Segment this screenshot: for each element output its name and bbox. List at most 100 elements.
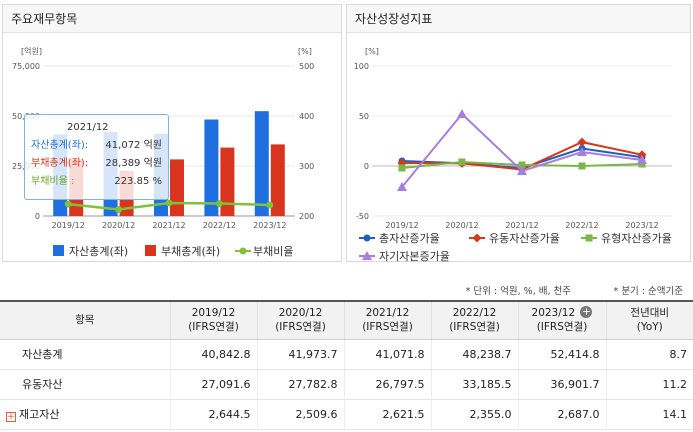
expand-columns-icon[interactable]: + xyxy=(580,305,593,319)
financial-items-title: 주요재무항목 xyxy=(3,5,341,33)
table-cell: 2,509.6 xyxy=(256,399,344,430)
legend-label: 총자산증가율 xyxy=(379,232,440,245)
x-tick-label: 2020/12 xyxy=(102,221,135,230)
series-point-2 xyxy=(578,162,586,170)
legend-item: 부채총계(좌) xyxy=(145,245,220,258)
header-item: 항목 xyxy=(0,301,170,340)
legend-item: 유동자산증가율 xyxy=(469,232,560,245)
row-label-expandable[interactable]: + 재고자산 xyxy=(0,399,170,430)
legend-label: 유동자산증가율 xyxy=(489,232,560,245)
table-cell: 14.1 xyxy=(605,399,693,430)
tooltip-row-assets: 자산총계(좌): 41,072 억원 xyxy=(31,137,162,155)
row-label: 자산총계 xyxy=(0,339,170,370)
table-cell: 2,355.0 xyxy=(430,399,518,430)
asset-growth-title: 자산성장성지표 xyxy=(347,5,690,33)
axis-unit: [%] xyxy=(365,47,379,56)
tooltip-row-debt-ratio: 부채비율 : 223.85 % xyxy=(31,173,162,191)
table-cell: 11.2 xyxy=(605,369,693,400)
table-cell: 27,782.8 xyxy=(256,369,344,400)
legend-label: 부채총계(좌) xyxy=(161,245,220,258)
debt-ratio-point xyxy=(215,200,223,207)
legend-item: 부채비율 xyxy=(235,245,293,258)
tooltip-value: 28,389 억원 xyxy=(105,158,162,169)
tooltip-value: 41,072 억원 xyxy=(105,140,162,151)
legend-marker xyxy=(362,251,372,260)
legend-marker xyxy=(239,247,247,255)
x-tick-label: 2019/12 xyxy=(52,221,85,230)
table-cell: 41,973.7 xyxy=(256,339,344,370)
tooltip-row-liabilities: 부채총계(좌): 28,389 억원 xyxy=(31,155,162,173)
header-2019: 2019/12 (IFRS연결) xyxy=(169,301,257,340)
table-cell: 40,842.8 xyxy=(169,339,257,370)
financial-table: 항목 2019/12 (IFRS연결) 2020/12 (IFRS연결) 2021/… xyxy=(0,300,693,430)
y-tick-label: -50 xyxy=(356,212,369,221)
tooltip-label: 자산총계(좌): xyxy=(31,140,89,151)
legend-label: 유형자산증가율 xyxy=(601,232,672,245)
row-label: 유동자산 xyxy=(0,369,170,400)
legend-swatch xyxy=(145,245,156,256)
left-tick-label: 75,000 xyxy=(12,62,40,71)
series-point-2 xyxy=(518,161,526,169)
series-point-2 xyxy=(458,158,466,166)
right-axis-unit: [%] xyxy=(298,47,312,56)
debt-ratio-point xyxy=(266,201,274,209)
right-tick-label: 200 xyxy=(299,212,314,221)
x-tick-label: 2022/12 xyxy=(565,221,598,230)
series-point-1 xyxy=(577,137,587,147)
series-point-3 xyxy=(397,182,407,191)
bar-liabilities xyxy=(270,144,285,216)
series-point-2 xyxy=(398,164,406,172)
right-tick-label: 400 xyxy=(299,112,314,121)
expand-row-icon[interactable]: + xyxy=(6,412,16,422)
header-2023: 2023/12 + (IFRS연결) xyxy=(517,301,606,340)
unit-note: * 단위 : 억원, %, 배, 천주 xyxy=(465,286,571,297)
tooltip-label: 부채비율 : xyxy=(31,176,75,187)
right-tick-label: 300 xyxy=(299,162,314,171)
table-row: 자산총계 40,842.8 41,973.7 41,071.8 48,238.7… xyxy=(0,339,693,370)
debt-ratio-point xyxy=(64,200,72,208)
tooltip-date: 2021/12 xyxy=(67,122,109,133)
left-axis-unit: [억원] xyxy=(21,46,42,56)
legend-swatch xyxy=(53,245,64,256)
legend-marker xyxy=(363,234,371,242)
tooltip-value: 223.85 % xyxy=(114,176,162,187)
series-point-3 xyxy=(577,147,587,156)
legend-item: 자산총계(좌) xyxy=(53,245,128,258)
table-cell: 36,901.7 xyxy=(517,369,606,400)
bar-assets xyxy=(254,111,269,216)
series-point-3 xyxy=(637,155,647,164)
table-row: + 재고자산 2,644.5 2,509.6 2,621.5 2,355.0 2,… xyxy=(0,399,693,430)
tooltip-label: 부채총계(좌): xyxy=(31,158,89,169)
asset-growth-chart: [%] 100 50 0 -50 2019/12 2020/12 2021/12 2022/12… xyxy=(354,47,672,262)
table-cell: 52,414.8 xyxy=(517,339,606,370)
table-cell: 27,091.6 xyxy=(169,369,257,400)
header-2020: 2020/12 (IFRS연결) xyxy=(256,301,344,340)
x-tick-label: 2022/12 xyxy=(203,221,236,230)
table-row: 유동자산 27,091.6 27,782.8 26,797.5 33,185.5… xyxy=(0,369,693,400)
y-tick-label: 100 xyxy=(354,62,369,71)
right-tick-label: 500 xyxy=(299,62,314,71)
asset-growth-panel: 자산성장성지표 [%] 100 50 0 -50 2019/12 2020/12 2021/1… xyxy=(346,4,691,262)
debt-ratio-point xyxy=(115,206,123,213)
debt-ratio-point xyxy=(165,199,173,207)
chart-tooltip: 2021/12 자산총계(좌): 41,072 억원 부채총계(좌): 28,3… xyxy=(24,114,169,200)
table-cell: 2,687.0 xyxy=(517,399,606,430)
y-tick-label: 0 xyxy=(364,162,369,171)
x-tick-label: 2021/12 xyxy=(152,221,185,230)
table-cell: 41,071.8 xyxy=(343,339,431,370)
table-cell: 33,185.5 xyxy=(430,369,518,400)
series-line-3 xyxy=(401,112,643,188)
x-tick-label: 2023/12 xyxy=(253,221,286,230)
table-cell: 2,621.5 xyxy=(343,399,431,430)
y-tick-label: 50 xyxy=(359,112,369,121)
legend-label: 부채비율 xyxy=(253,245,293,258)
left-tick-label: 0 xyxy=(35,212,40,221)
header-yoy: 전년대비 (YoY) xyxy=(605,301,693,340)
table-cell: 26,797.5 xyxy=(343,369,431,400)
period-note: * 분기 : 순액기준 xyxy=(613,286,683,297)
bar-liabilities xyxy=(170,159,184,216)
series-point-3 xyxy=(457,109,467,118)
bar-assets xyxy=(204,119,219,216)
legend-label: 자산총계(좌) xyxy=(69,245,128,258)
x-tick-label: 2021/12 xyxy=(505,221,538,230)
